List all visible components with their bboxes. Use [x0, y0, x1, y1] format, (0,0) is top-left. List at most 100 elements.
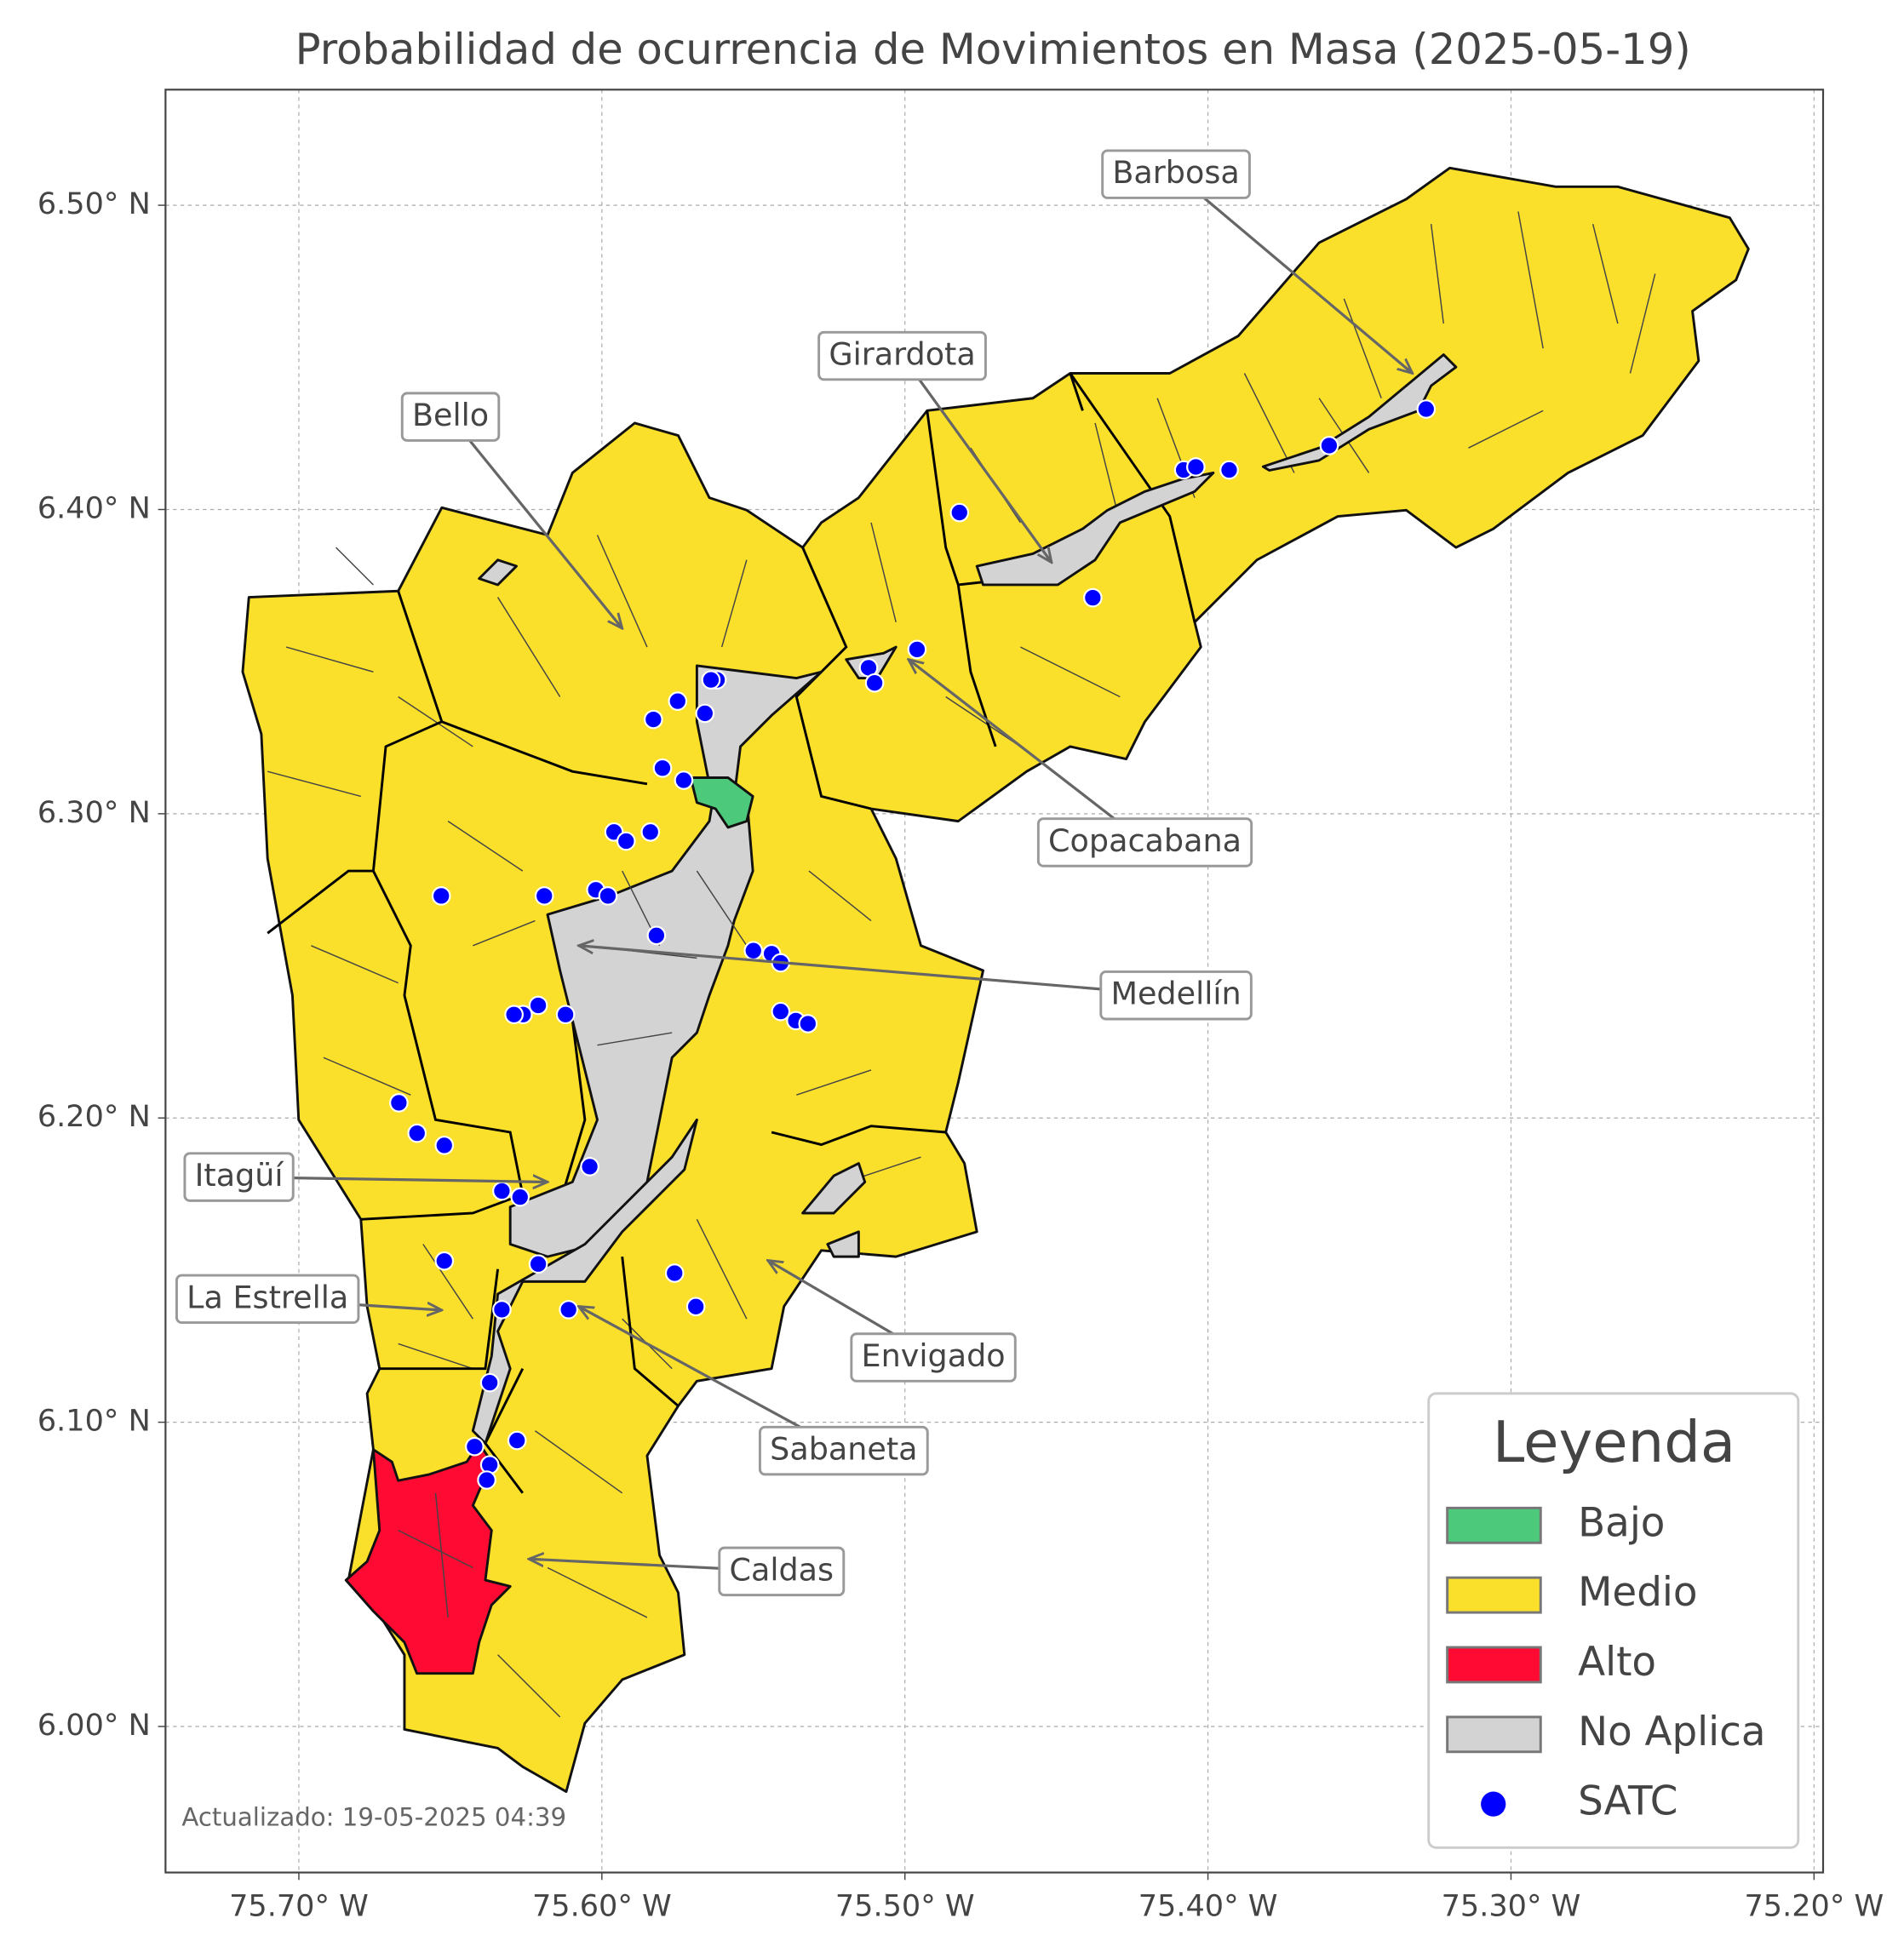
satc-point	[695, 703, 715, 724]
region-medio	[241, 166, 1750, 1794]
annotation-label: Medellín	[1110, 976, 1241, 1012]
region-alto	[344, 1441, 512, 1675]
y-tick-label: 6.00° N	[37, 1708, 151, 1743]
annotation-box	[1101, 149, 1251, 199]
satc-point	[504, 1005, 524, 1025]
satc-point	[949, 502, 970, 523]
satc-point	[1319, 436, 1339, 455]
region-no-aplica	[478, 558, 867, 1258]
annotation-label: Copacabana	[1048, 822, 1242, 859]
satc-point	[640, 822, 661, 842]
satc-point	[1416, 399, 1437, 419]
satc-point	[864, 673, 885, 693]
satc-point	[479, 1372, 500, 1393]
annotation-arrow	[579, 946, 1177, 997]
annotation-box	[850, 1332, 1017, 1383]
satc-point	[1219, 460, 1239, 480]
satc-point	[510, 1187, 530, 1207]
annotation-box	[718, 1546, 846, 1597]
legend-swatch	[1446, 1576, 1542, 1614]
x-tick-label: 75.40° W	[1138, 1888, 1278, 1923]
annotation-box	[758, 1425, 929, 1476]
footnote: Actualizado: 19-05-2025 04:39	[181, 1803, 566, 1832]
x-tick-label: 75.30° W	[1442, 1888, 1581, 1923]
satc-point	[559, 1300, 579, 1320]
annotations: Barbosa Girardota Bello Copacabana Medellín I…	[175, 149, 1412, 1597]
annotation-label: Bello	[412, 397, 489, 433]
y-tick-label: 6.40° N	[37, 490, 151, 525]
satc-point	[685, 1297, 706, 1317]
chart-title: Probabilidad de ocurrencia de Movimiento…	[295, 25, 1691, 74]
satc-point	[389, 1093, 409, 1113]
x-tick-label: 75.20° W	[1744, 1888, 1884, 1923]
annotation-label: Envigado	[862, 1337, 1006, 1374]
x-tick-label: 75.70° W	[229, 1888, 369, 1923]
satc-point	[555, 1005, 576, 1025]
satc-point	[477, 1470, 496, 1490]
annotation-label: La Estrella	[186, 1279, 348, 1315]
satc-point	[492, 1300, 512, 1320]
annotation-box	[183, 1152, 295, 1202]
plot-frame	[164, 89, 1825, 1874]
satc-point	[646, 925, 667, 946]
satc-point	[580, 1157, 599, 1177]
region-no-aplica	[695, 664, 823, 798]
satc-point	[528, 995, 548, 1016]
annotation-label: Barbosa	[1112, 154, 1239, 191]
satc-point	[507, 1430, 527, 1451]
satc-point	[674, 770, 694, 790]
annotation-box	[1036, 817, 1253, 867]
legend-label: Alto	[1578, 1640, 1656, 1686]
satc-point	[598, 886, 618, 906]
legend-swatch	[1446, 1646, 1542, 1684]
sub-boundary	[267, 211, 1656, 1718]
annotation-box	[1099, 970, 1253, 1021]
y-tick-label: 6.30° N	[37, 795, 151, 830]
satc-point	[907, 639, 927, 660]
legend-label: No Aplica	[1578, 1709, 1765, 1755]
annotation-arrow	[909, 660, 1146, 844]
region-no-aplica	[1261, 353, 1458, 472]
regions	[241, 166, 1750, 1794]
annotation-label: Sabaneta	[770, 1431, 917, 1468]
satc-point	[664, 1263, 685, 1283]
satc-point	[701, 670, 721, 690]
y-tick-label: 6.10° N	[37, 1404, 151, 1439]
satc-point	[798, 1014, 818, 1033]
legend-title: Leyenda	[1493, 1409, 1735, 1475]
satc-point	[431, 886, 451, 906]
satc-point	[1083, 587, 1103, 608]
x-tick-label: 75.60° W	[532, 1888, 672, 1923]
y-tick-label: 6.50° N	[37, 186, 151, 221]
satc-point	[528, 1254, 548, 1274]
satc-point	[1186, 457, 1206, 477]
annotation-label: Girardota	[829, 336, 975, 373]
annotation-label: Caldas	[729, 1551, 834, 1588]
satc-point	[771, 1001, 791, 1022]
region-bajo	[689, 776, 754, 829]
satc-point	[668, 691, 688, 711]
legend-label: SATC	[1578, 1779, 1677, 1825]
satc-point	[434, 1136, 455, 1155]
satc-point	[743, 941, 764, 961]
x-tick-label: 75.50° W	[835, 1888, 975, 1923]
satc-point	[407, 1123, 427, 1143]
annotation-box	[817, 330, 987, 381]
legend-swatch	[1446, 1715, 1542, 1754]
annotation-arrow	[901, 355, 1052, 563]
satc-point	[434, 1251, 455, 1271]
legend: Leyenda Bajo Medio Alto No Aplica SATC	[1427, 1392, 1800, 1849]
legend-swatch	[1446, 1506, 1542, 1544]
legend-label: Medio	[1578, 1570, 1697, 1616]
satc-point	[652, 758, 673, 778]
annotation-label: Itagüí	[195, 1157, 285, 1194]
annotation-box	[175, 1274, 360, 1325]
annotation-arrow	[449, 415, 622, 628]
legend-label: Bajo	[1578, 1500, 1665, 1546]
region-no-aplica	[975, 471, 1215, 587]
satc-point	[465, 1436, 485, 1457]
satc-points	[389, 399, 1437, 1490]
annotation-box	[400, 392, 501, 442]
satc-point	[616, 831, 636, 851]
